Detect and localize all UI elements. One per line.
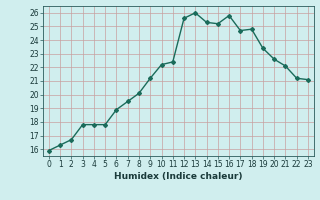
X-axis label: Humidex (Indice chaleur): Humidex (Indice chaleur) (114, 172, 243, 181)
